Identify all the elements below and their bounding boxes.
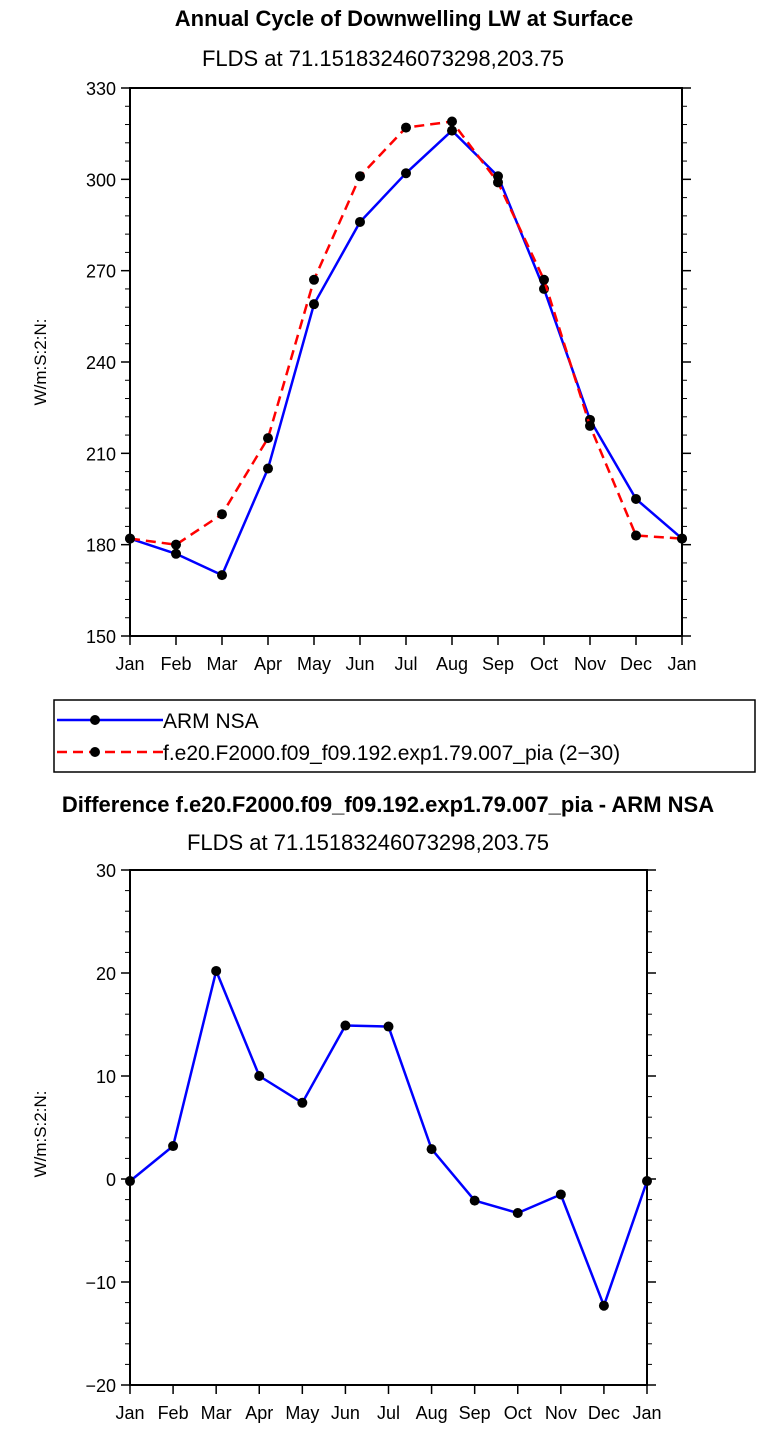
chart2-series-1-point [254, 1071, 265, 1081]
chart1-series-2-point [355, 171, 365, 182]
chart1-series-2-point [493, 177, 503, 188]
chart2-series-1-point [642, 1176, 652, 1187]
chart2-ytick-label: 0 [106, 1170, 116, 1190]
chart1-xtick-label: Jun [345, 654, 374, 674]
chart2-xtick-label: Jun [331, 1403, 360, 1423]
chart2-series-1-point [125, 1176, 135, 1187]
chart1-xtick-label: Jan [115, 654, 144, 674]
chart1-xtick-label: May [297, 654, 331, 674]
legend-label-arm: ARM NSA [163, 710, 259, 733]
chart1-series-1-point [263, 463, 273, 474]
chart1-xtick-label: Jan [667, 654, 696, 674]
chart2-series-1-point [211, 965, 222, 976]
chart2-xtick-label: Mar [201, 1403, 232, 1423]
chart2-xtick-label: Dec [588, 1403, 620, 1423]
chart1-xtick-label: Sep [482, 654, 514, 674]
chart2-subtitle: FLDS at 71.15183246073298,203.75 [187, 830, 549, 855]
chart2-xtick-label: Aug [416, 1403, 448, 1423]
chart1-ytick-label: 300 [86, 170, 116, 190]
chart1-title: Annual Cycle of Downwelling LW at Surfac… [175, 6, 633, 31]
chart1-xtick-label: Nov [574, 654, 606, 674]
chart1-ylabel: W/m:S:2:N: [31, 319, 50, 406]
chart2-series-1-point [555, 1189, 566, 1200]
chart2-xtick-label: Apr [245, 1403, 273, 1423]
chart1-ytick-label: 180 [86, 536, 116, 556]
chart1-series-2-point [309, 274, 319, 285]
legend-label-model: f.e20.F2000.f09_f09.192.exp1.79.007_pia … [163, 742, 620, 765]
chart1-ytick-label: 210 [86, 444, 116, 464]
chart2-xtick-label: Jan [632, 1403, 661, 1423]
chart2-xtick-label: Nov [545, 1403, 577, 1423]
chart2-series-1-line [129, 969, 649, 1307]
chart1-xtick-label: Dec [620, 654, 652, 674]
chart2-series-1-point [297, 1097, 308, 1108]
legend-marker-model [90, 747, 100, 757]
chart2-series-1-point [426, 1144, 437, 1155]
chart1-series-2-point [447, 116, 457, 127]
chart2-series-1-point [168, 1141, 179, 1152]
chart1-series-1-point [355, 216, 365, 227]
chart1-series-1-point [401, 168, 411, 179]
chart2-xtick-label: Sep [459, 1403, 491, 1423]
chart2-ytick-label: 20 [96, 964, 116, 984]
chart1-series-2-point [585, 420, 595, 431]
chart2-ytick-label: −20 [85, 1376, 116, 1396]
chart1-plot-area: 150 180 210 240 270 300 330 Jan Feb Mar Apr May Jun J… [86, 79, 697, 674]
chart1-series-1-point [171, 548, 181, 559]
chart2-plot-area: −20 −10 0 10 20 30 Jan Feb Mar Apr May Jun Jul Aug Sep… [85, 861, 661, 1423]
chart1-series-2-line [129, 120, 683, 546]
chart2-title: Difference f.e20.F2000.f09_f09.192.exp1.… [62, 792, 714, 817]
chart1-xtick-label: Jul [394, 654, 417, 674]
chart1-ytick-label: 330 [86, 79, 116, 99]
chart1-series-2-point [125, 533, 135, 544]
chart2-ytick-label: 30 [96, 861, 116, 881]
chart1-series-2-point [677, 533, 687, 544]
chart2-frame [129, 869, 648, 1386]
legend-marker-arm [90, 715, 100, 725]
chart1-xtick-label: Apr [254, 654, 282, 674]
chart2-xtick-label: Feb [158, 1403, 189, 1423]
chart1-series-1-point [447, 125, 457, 136]
chart2-ytick-label: 10 [96, 1067, 116, 1087]
chart1-xtick-label: Feb [160, 654, 191, 674]
chart1-series-2-point [539, 274, 549, 285]
chart1-series-1-point [631, 494, 641, 504]
chart2-xtick-label: May [285, 1403, 319, 1423]
chart1-series-1-point [217, 570, 227, 581]
chart1-legend: ARM NSA f.e20.F2000.f09_f09.192.exp1.79.… [53, 699, 756, 773]
chart2-series-1-point [512, 1207, 523, 1218]
chart2-series-1-point [340, 1020, 351, 1031]
chart2-xtick-label: Jul [377, 1403, 400, 1423]
chart1-ytick-label: 240 [86, 353, 116, 373]
chart2-series-1-point [598, 1300, 609, 1311]
chart2-xtick-label: Jan [115, 1403, 144, 1423]
chart2-xtick-label: Oct [504, 1403, 532, 1423]
chart2-series-1-point [469, 1195, 480, 1206]
chart2-series-1-point [383, 1021, 394, 1032]
chart1-series-1-line [129, 129, 683, 577]
chart1-ytick-label: 270 [86, 262, 116, 282]
chart1-series-2-point [631, 530, 641, 541]
chart1-series-2-point [401, 122, 411, 133]
chart1-xtick-label: Aug [436, 654, 468, 674]
chart1-series-2-point [171, 539, 181, 550]
chart1-subtitle: FLDS at 71.15183246073298,203.75 [202, 46, 564, 71]
chart1-xtick-label: Mar [207, 654, 238, 674]
legend-box [53, 699, 756, 773]
chart1-series-2-point [263, 433, 273, 444]
chart1-series-1-point [309, 299, 319, 310]
chart1-ytick-label: 150 [86, 627, 116, 647]
chart1-series-2-point [217, 509, 227, 520]
chart1-xtick-label: Oct [530, 654, 558, 674]
chart2-ytick-label: −10 [85, 1273, 116, 1293]
chart2-ylabel: W/m:S:2:N: [31, 1091, 50, 1178]
